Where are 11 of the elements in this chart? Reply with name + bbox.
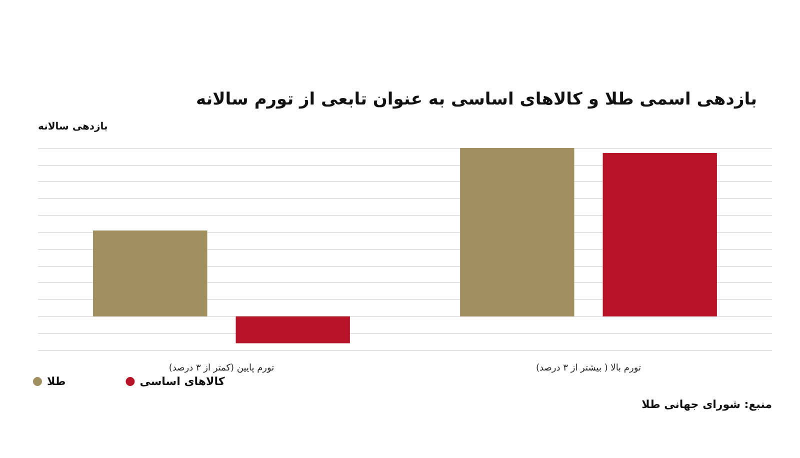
x-tick-label: تورم پایین (کمتر از ۳ درصد): [168, 364, 275, 374]
y-axis-title: بازدهی سالانه: [38, 122, 108, 132]
bar: [602, 153, 717, 316]
bar: [236, 316, 350, 344]
text: منبع: شورای جهانی طلا: [642, 398, 772, 411]
x-tick-label: تورم بالا ( بیشتر از ۳ درصد): [536, 364, 642, 374]
legend-label: طلا: [47, 375, 66, 388]
bar: [460, 148, 574, 316]
chart-title: بازدهی اسمی طلا و کالاهای اساسی به عنوان تابعی از تورم سالانه: [196, 90, 758, 110]
bar: [93, 230, 208, 316]
legend-label: کالاهای اساسی: [140, 375, 226, 388]
